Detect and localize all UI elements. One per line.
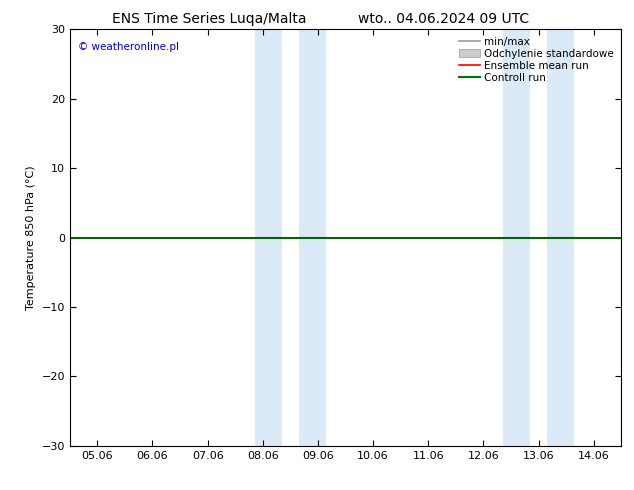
Bar: [547, 29, 574, 446]
Bar: [503, 29, 530, 446]
Legend: min/max, Odchylenie standardowe, Ensemble mean run, Controll run: min/max, Odchylenie standardowe, Ensembl…: [457, 35, 616, 85]
Bar: [299, 29, 327, 446]
Y-axis label: Temperature 850 hPa (°C): Temperature 850 hPa (°C): [26, 165, 36, 310]
Bar: [254, 29, 282, 446]
Text: ENS Time Series Luqa/Malta: ENS Time Series Luqa/Malta: [112, 12, 306, 26]
Text: wto.. 04.06.2024 09 UTC: wto.. 04.06.2024 09 UTC: [358, 12, 529, 26]
Text: © weatheronline.pl: © weatheronline.pl: [78, 42, 179, 52]
